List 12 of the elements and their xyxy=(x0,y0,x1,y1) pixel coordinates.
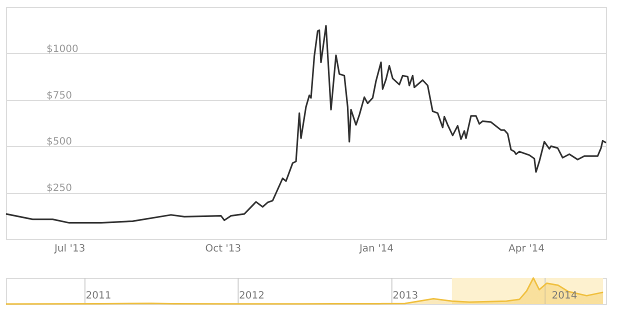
x-tick-label: Jan '14 xyxy=(358,244,394,254)
x-tick-label: Apr '14 xyxy=(508,244,544,254)
x-tick-label: 2014 xyxy=(552,290,578,302)
y-tick-label: $1000 xyxy=(46,44,78,55)
y-tick-label: $750 xyxy=(46,90,72,102)
y-tick-label: $500 xyxy=(46,136,72,148)
x-tick-label: Oct '13 xyxy=(205,244,242,254)
x-tick-label: Jul '13 xyxy=(53,244,86,254)
y-tick-label: $250 xyxy=(46,183,72,194)
x-tick-label: 2013 xyxy=(392,290,418,302)
x-tick-label: 2011 xyxy=(86,290,112,302)
x-tick-label: 2012 xyxy=(238,290,264,302)
